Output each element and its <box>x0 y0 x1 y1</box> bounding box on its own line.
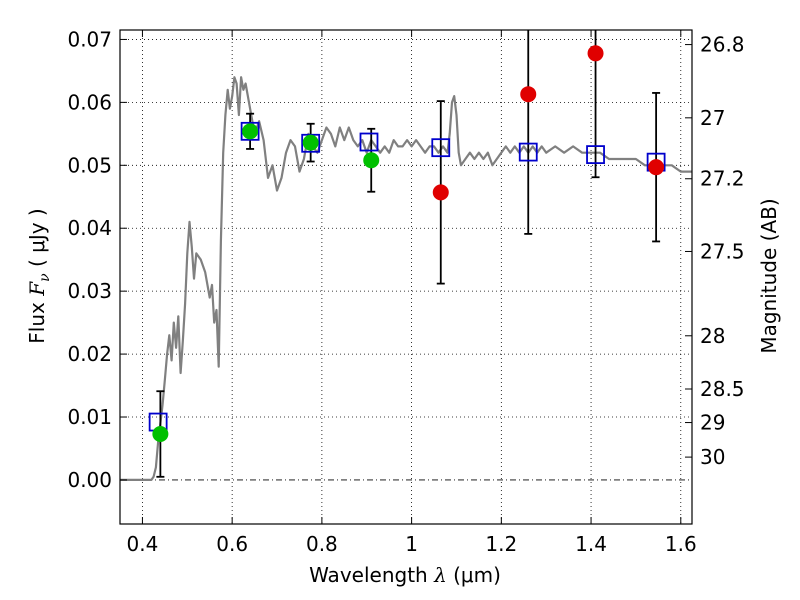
right-tick-label: 27.2 <box>700 167 745 191</box>
x-tick-label: 1.4 <box>575 532 607 556</box>
y-axis-label: Flux Fν ( μJy ) <box>25 208 53 343</box>
right-axis-ticks: 26.8 27 27.2 27.5 28 28.5 29 30 <box>685 33 745 469</box>
x-tick-label: 1.6 <box>665 532 697 556</box>
y-axis-ticks: 0.00 0.01 0.02 0.03 0.04 0.05 0.06 0.07 <box>67 27 127 492</box>
model-spectrum <box>120 76 692 481</box>
y-tick-label: 0.05 <box>67 153 112 177</box>
synthetic-point <box>586 145 605 165</box>
detection-point <box>302 134 319 151</box>
x-axis-label-suffix: (μm) <box>447 563 501 587</box>
right-tick-label: 27 <box>700 106 725 130</box>
low-significance-point <box>520 86 537 103</box>
y-tick-label: 0.06 <box>67 90 112 114</box>
y-axis-label-suffix: ( μJy ) <box>25 208 49 273</box>
synthetic-photometry-markers <box>148 121 666 432</box>
x-tick-label: 0.6 <box>216 532 248 556</box>
synthetic-point <box>240 121 260 141</box>
right-tick-label: 29 <box>700 411 725 435</box>
right-tick-label: 30 <box>700 445 725 469</box>
synthetic-point <box>518 142 538 162</box>
y-tick-label: 0.01 <box>67 405 112 429</box>
spectrum-line <box>120 76 692 481</box>
right-tick-label: 28 <box>700 324 725 348</box>
y-axis-label-prefix: Flux <box>25 296 49 344</box>
x-tick-label: 0.4 <box>127 532 159 556</box>
low-significance-point <box>432 184 449 201</box>
plot-frame <box>119 29 693 525</box>
grid <box>120 30 692 524</box>
synthetic-point <box>359 132 379 152</box>
plot-border <box>119 29 693 525</box>
synthetic-point <box>431 138 451 158</box>
detection-point <box>152 426 169 443</box>
y-tick-label: 0.04 <box>67 216 112 240</box>
y-tick-label: 0.02 <box>67 342 112 366</box>
y-tick-label: 0.03 <box>67 279 112 303</box>
y-axis-label-symbol: F <box>25 281 49 297</box>
x-tick-label: 1 <box>405 532 418 556</box>
detection-point <box>242 123 259 140</box>
x-axis-label-symbol: λ <box>433 563 447 587</box>
right-tick-label: 28.5 <box>700 377 745 401</box>
low-significance-point <box>587 45 604 62</box>
x-axis-label: Wavelength λ (μm) <box>309 563 501 587</box>
x-tick-label: 1.2 <box>485 532 517 556</box>
y-tick-label: 0.00 <box>67 468 112 492</box>
right-axis-label: Magnitude (AB) <box>757 198 781 353</box>
observed-photometry-markers <box>152 45 665 443</box>
low-significance-point <box>648 159 665 176</box>
detection-point <box>363 152 380 169</box>
right-tick-label: 26.8 <box>700 33 745 57</box>
x-tick-label: 0.8 <box>306 532 338 556</box>
right-tick-label: 27.5 <box>700 239 745 263</box>
y-axis-label-subscript: ν <box>37 273 53 282</box>
x-axis-ticks: 0.4 0.6 0.8 1 1.2 1.4 1.6 <box>127 30 697 556</box>
y-tick-label: 0.07 <box>67 27 112 51</box>
x-axis-label-prefix: Wavelength <box>309 563 434 587</box>
